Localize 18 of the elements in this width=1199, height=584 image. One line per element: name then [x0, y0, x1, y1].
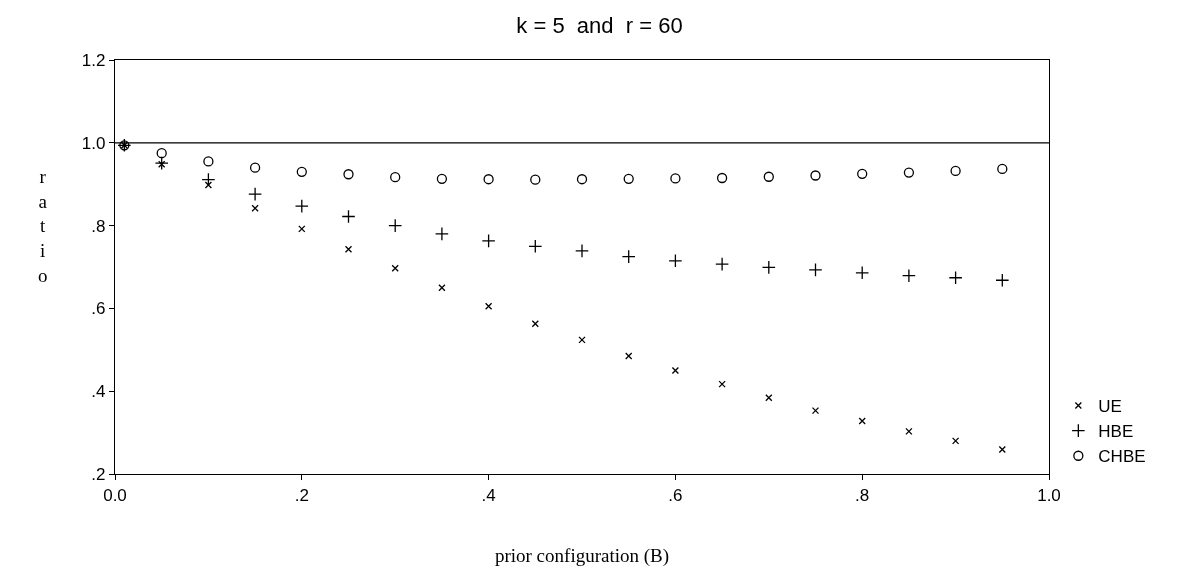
y-tick-label: .8 [91, 216, 106, 236]
x-tick-label: .4 [481, 485, 496, 505]
x-tick-label: 0.0 [103, 485, 127, 505]
x-tick-label: .8 [855, 485, 870, 505]
y-tick-label: .2 [91, 464, 106, 484]
legend-label: UE [1098, 397, 1122, 417]
legend-label: CHBE [1098, 447, 1146, 467]
x-axis-title: prior configuration (B) [494, 545, 670, 568]
legend-label: HBE [1098, 422, 1134, 442]
y-tick-label: .4 [91, 382, 106, 402]
y-tick-label: 1.2 [81, 50, 106, 70]
x-tick-label: 1.0 [1037, 485, 1061, 505]
y-axis-title: ratio [38, 166, 48, 286]
chart-title: k = 5 and r = 60 [516, 12, 683, 38]
y-tick-label: .6 [91, 299, 106, 319]
x-tick-label: .2 [294, 485, 309, 505]
y-tick-label: 1.0 [81, 133, 106, 153]
x-tick-label: .6 [668, 485, 683, 505]
